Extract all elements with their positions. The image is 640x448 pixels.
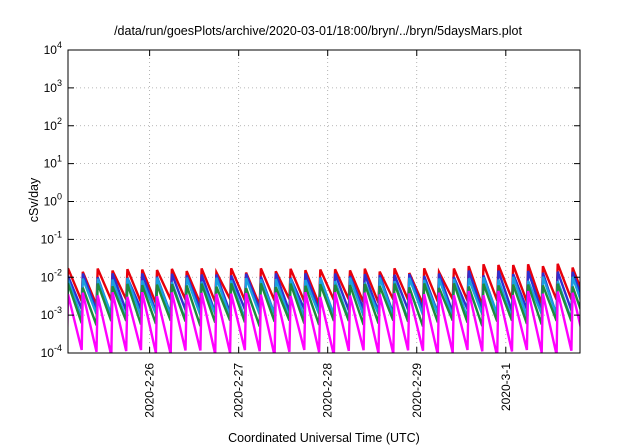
y-tick-label: 102 [44,116,62,133]
series-line [68,263,580,307]
series-line [68,282,580,327]
y-tick-label: 100 [44,192,62,209]
y-tick-label: 10-4 [41,343,62,360]
x-axis-label: Coordinated Universal Time (UTC) [228,431,420,445]
x-tick-label: 2020-2-28 [321,363,335,418]
y-axis-label: cSv/day [27,177,41,222]
x-tick-label: 2020-2-27 [232,363,246,418]
y-tick-label: 10-2 [41,267,62,284]
y-tick-label: 101 [44,154,62,171]
ticks: 10-4 10-3 10-2 10-1 100 101 102 103 104 2020-2-26… [41,40,580,418]
x-tick-label: 2020-2-29 [410,363,424,418]
y-tick-label: 10-1 [41,229,62,246]
chart-title: /data/run/goesPlots/archive/2020-03-01/1… [114,24,522,38]
series-line [68,290,580,353]
series-layer [68,263,580,353]
x-tick-label: 2020-2-26 [143,363,157,418]
x-tick-label: 2020-3-1 [499,363,513,411]
y-tick-label: 104 [44,40,62,57]
y-tick-label: 103 [44,78,62,95]
y-tick-label: 10-3 [41,305,62,322]
